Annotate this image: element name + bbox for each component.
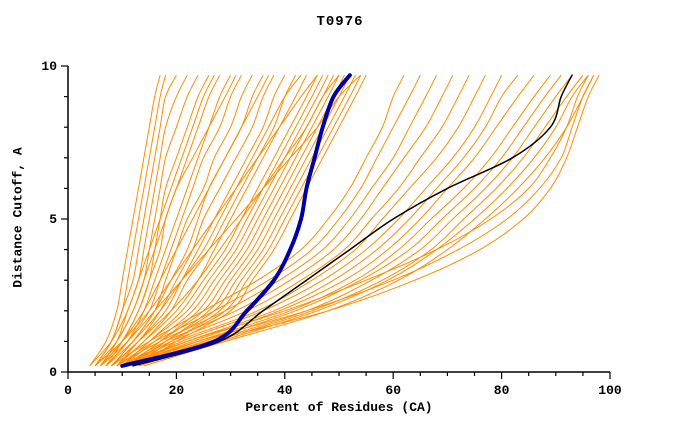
model-curve — [132, 74, 362, 367]
model-curve — [132, 74, 600, 367]
model-curve — [105, 74, 242, 367]
ticks — [61, 65, 611, 379]
x-tick-label: 0 — [64, 383, 72, 398]
model-curve — [116, 74, 297, 367]
model-curve — [138, 74, 589, 367]
model-curve — [100, 74, 269, 367]
model-curve — [138, 74, 367, 367]
model-curve — [111, 74, 405, 367]
model-curve — [121, 74, 329, 367]
model-curve — [138, 74, 584, 367]
model-curve — [143, 74, 595, 367]
chart-title: T0976 — [316, 14, 364, 30]
x-tick-label: 20 — [169, 383, 185, 398]
model-curve — [121, 74, 486, 367]
model-curves — [89, 74, 600, 367]
model-curve — [111, 74, 340, 367]
highlighted-model-curve — [120, 73, 352, 368]
model-curve — [127, 74, 595, 367]
x-tick-label: 100 — [598, 383, 622, 398]
x-tick-label: 40 — [277, 383, 293, 398]
x-tick-label: 80 — [494, 383, 510, 398]
model-curve — [89, 74, 215, 367]
model-curve — [100, 74, 188, 367]
model-curve — [89, 75, 161, 367]
y-tick-label: 5 — [49, 212, 57, 227]
model-curve — [105, 74, 302, 367]
model-curve — [127, 74, 340, 367]
model-curve — [116, 74, 438, 367]
model-curve — [127, 74, 503, 367]
model-curve — [105, 74, 232, 367]
y-tick-label: 0 — [49, 365, 57, 380]
reference-model-curve — [132, 74, 573, 367]
model-curve — [121, 74, 470, 367]
model-curve — [110, 74, 264, 367]
model-curve — [116, 74, 421, 367]
x-tick-label: 60 — [385, 383, 401, 398]
model-curve — [121, 74, 324, 367]
model-curve — [111, 74, 275, 367]
tick-labels: 0 20 40 60 80 100 0 5 10 — [41, 59, 622, 398]
model-curve — [94, 74, 237, 367]
model-curve — [132, 74, 551, 367]
model-curve — [132, 74, 573, 367]
y-axis-label: Distance Cutoff, A — [10, 147, 26, 288]
model-curve — [116, 74, 307, 367]
model-curve — [121, 74, 454, 367]
x-axis-label: Percent of Residues (CA) — [245, 400, 433, 415]
model-curve — [94, 74, 177, 367]
model-curve — [132, 74, 562, 367]
y-tick-label: 10 — [41, 59, 57, 74]
model-curve — [94, 74, 318, 367]
model-curve — [94, 75, 167, 367]
model-curve — [122, 74, 589, 367]
